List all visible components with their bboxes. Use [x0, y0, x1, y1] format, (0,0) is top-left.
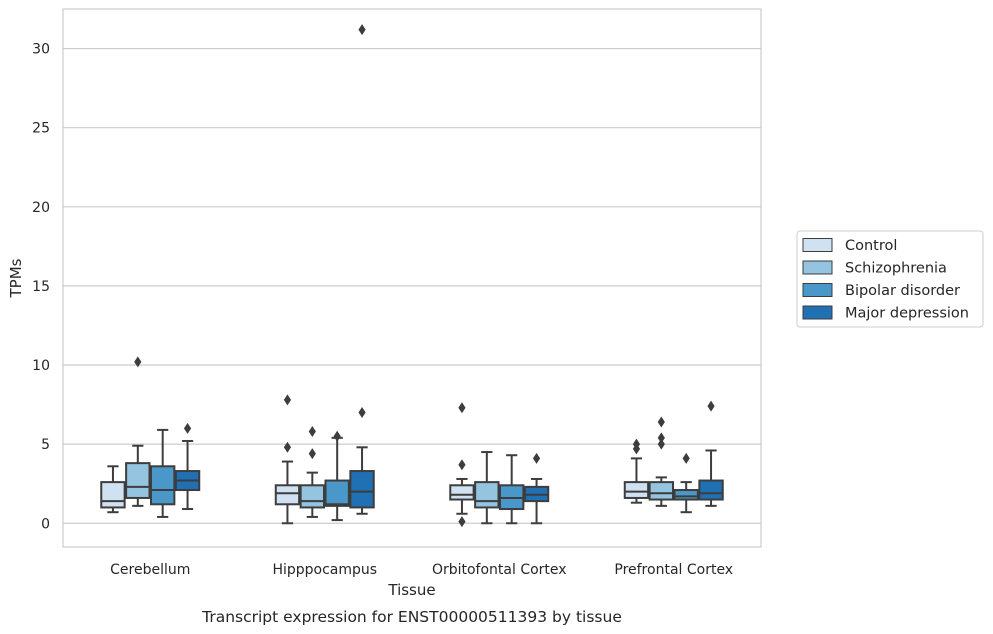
x-tick-label: Hipppocampus [272, 562, 377, 578]
outlier-point [458, 402, 466, 414]
outlier-point [682, 452, 690, 464]
legend-label: Schizophrenia [845, 261, 947, 277]
box-group [349, 24, 375, 515]
y-tick-label: 10 [32, 358, 50, 374]
box [100, 481, 126, 509]
boxes [100, 24, 724, 528]
box [349, 470, 375, 509]
outlier-point [657, 438, 665, 450]
x-tick-labels: Cerebellum Hipppocampus Orbitofontal Corte… [110, 562, 733, 578]
outlier-point [183, 422, 192, 434]
legend: Control Schizophrenia Bipolar disorder Majo… [796, 230, 984, 328]
y-tick-label: 15 [32, 279, 50, 295]
y-tick-label: 30 [32, 42, 50, 58]
outlier-point [333, 430, 341, 442]
box-group [274, 394, 301, 525]
box-group [648, 416, 675, 507]
outlier-point [632, 438, 641, 450]
plot-area-frame [62, 8, 762, 548]
y-axis-title: TPMs [7, 258, 25, 298]
x-axis-title: Tissue [387, 581, 435, 599]
box-group [125, 356, 151, 507]
outlier-point [358, 407, 366, 418]
box-group [474, 451, 500, 525]
legend-swatch [802, 305, 833, 320]
outlier-point [532, 452, 541, 464]
y-tick-label: 20 [32, 200, 50, 216]
y-tick-label: 5 [41, 437, 50, 453]
legend-label: Control [845, 238, 897, 254]
box-group [523, 452, 550, 525]
box-group [100, 465, 126, 514]
box [623, 481, 650, 499]
box [299, 484, 326, 509]
box [324, 479, 350, 507]
outlier-point [657, 416, 665, 428]
outlier-point [308, 425, 316, 437]
y-tick-labels: 0 5 10 15 20 25 30 [32, 42, 50, 533]
box-group [174, 422, 201, 511]
box-group [673, 452, 699, 514]
box-group [149, 428, 176, 518]
legend-swatch [802, 260, 833, 275]
x-tick-label: Orbitofontal Cortex [432, 562, 567, 578]
outlier-point [134, 356, 142, 368]
outlier-point [358, 24, 366, 36]
box [125, 462, 151, 499]
box-group [698, 400, 724, 507]
y-tick-label: 0 [41, 516, 50, 532]
outlier-point [308, 448, 316, 460]
box-group [324, 430, 350, 522]
box-group [299, 425, 326, 518]
box-group [498, 454, 525, 525]
box-group [623, 438, 650, 504]
outlier-point [657, 432, 665, 444]
box [474, 481, 500, 509]
y-tick-label: 25 [32, 121, 50, 137]
box [648, 481, 675, 501]
outlier-point [283, 441, 292, 453]
outlier-point [458, 459, 466, 471]
legend-label: Major depression [845, 306, 969, 322]
box [449, 484, 475, 501]
box-group [449, 402, 475, 528]
legend-label: Bipolar disorder [845, 283, 960, 299]
grid-lines [63, 47, 761, 524]
x-tick-label: Prefrontal Cortex [614, 562, 733, 578]
outlier-point [283, 394, 292, 406]
legend-swatch [802, 283, 833, 297]
box [274, 484, 301, 506]
x-tick-label: Cerebellum [110, 562, 190, 578]
box [673, 489, 699, 501]
legend-swatch [802, 238, 833, 252]
box [149, 465, 176, 506]
outlier-point [707, 400, 715, 412]
box [698, 479, 724, 501]
legend-frame [796, 230, 984, 328]
chart-caption: Transcript expression for ENST0000051139… [201, 608, 622, 626]
outlier-point [458, 516, 466, 528]
